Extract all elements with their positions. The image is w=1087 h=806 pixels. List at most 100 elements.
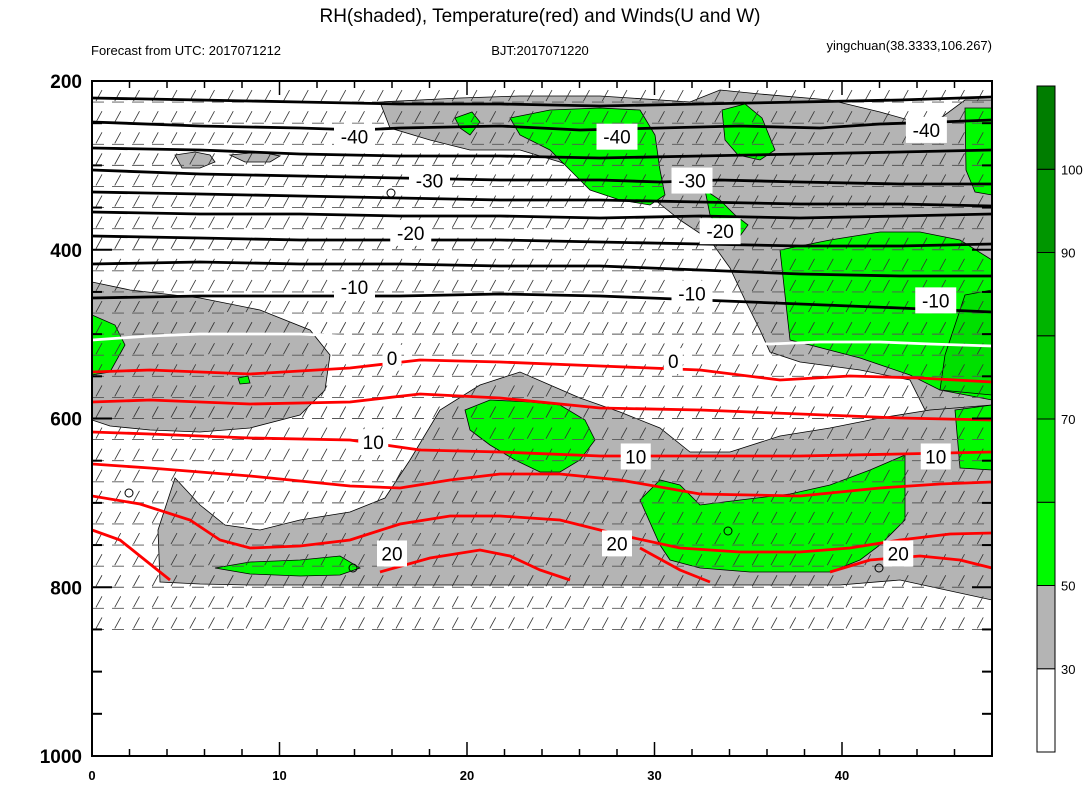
wind-barb [489, 89, 497, 102]
wind-barb [808, 532, 815, 545]
wind-barb [283, 153, 290, 165]
wind-barb [376, 300, 384, 313]
wind-barb [976, 89, 984, 102]
temperature-contour-minus-25 [92, 190, 992, 208]
wind-barb [470, 575, 478, 587]
wind-barb [789, 110, 797, 123]
wind-barb [583, 279, 590, 292]
wind-barb [95, 596, 103, 608]
wind-barb [564, 110, 572, 123]
temperature-contour-10 [92, 392, 992, 422]
wind-barb [114, 343, 122, 355]
wind-barb [395, 132, 403, 144]
wind-barb [658, 596, 665, 608]
wind-barb [751, 617, 759, 629]
wind-barb [845, 596, 853, 608]
wind-barb [226, 174, 234, 186]
wind-barb [283, 216, 290, 228]
wind-barb [996, 407, 1002, 418]
wind-barb [208, 279, 215, 292]
contour-label-box [334, 273, 375, 300]
wind-barb [189, 490, 197, 503]
wind-barb [508, 427, 515, 439]
wind-barb [95, 617, 103, 629]
wind-barb [508, 553, 515, 566]
wind-barb [470, 490, 478, 503]
wind-barb [845, 153, 853, 165]
wind-barb [733, 511, 740, 524]
wind-barb [883, 427, 890, 439]
wind-barb [808, 469, 815, 481]
temperature-contour-20 [92, 462, 992, 498]
wind-barb [976, 532, 984, 545]
wind-barb [901, 385, 909, 397]
wind-barb [433, 216, 440, 228]
wind-barb [208, 448, 215, 460]
wind-barb [526, 216, 534, 228]
wind-barb [208, 617, 215, 629]
wind-barb [283, 511, 290, 524]
wind-barb [245, 532, 253, 545]
wind-barb [264, 490, 272, 503]
wind-barb [564, 553, 572, 566]
wind-barb [301, 385, 309, 397]
wind-barb [189, 575, 197, 587]
wind-barb [789, 617, 797, 629]
wind-barb [151, 469, 159, 481]
wind-barb [95, 174, 103, 186]
wind-barb [996, 280, 1002, 291]
wind-barb [658, 132, 665, 144]
wind-barb [470, 553, 478, 566]
wind-barb [939, 469, 947, 481]
wind-barb [545, 321, 553, 334]
wind-barb [320, 490, 328, 503]
wind-barb [901, 110, 909, 123]
wind-barb [583, 110, 590, 123]
wind-barb [414, 427, 422, 439]
wind-barb [751, 321, 759, 334]
wind-barb [733, 469, 740, 481]
wind-barb [264, 511, 272, 524]
wind-barb [939, 427, 947, 439]
wind-barb [264, 279, 272, 292]
wind-barb [883, 258, 890, 271]
wind-barb [545, 385, 553, 397]
wind-barb [245, 617, 253, 629]
wind-barb [358, 321, 365, 334]
wind-barb [151, 132, 159, 144]
wind-barb [95, 511, 103, 524]
wind-barb [170, 300, 178, 313]
wind-barb [114, 110, 122, 123]
wind-barb [583, 89, 590, 102]
wind-barb [189, 364, 197, 376]
wind-barb [451, 300, 459, 313]
wind-barb [358, 617, 365, 629]
wind-barb [208, 132, 215, 144]
temperature-contour-minus-5 [92, 292, 992, 314]
wind-barb [133, 532, 140, 545]
wind-barb [245, 596, 253, 608]
wind-barb [751, 596, 759, 608]
wind-barb [826, 132, 834, 144]
wind-barb [470, 406, 478, 418]
wind-barb [283, 553, 290, 566]
wind-barb [751, 575, 759, 587]
wind-barb [676, 469, 684, 481]
wind-barb [676, 321, 684, 334]
wind-barb [958, 216, 965, 228]
x-tick-label: 0 [88, 768, 95, 783]
wind-barb [564, 89, 572, 102]
wind-barb [545, 153, 553, 165]
wind-barb [864, 216, 872, 228]
wind-barb [114, 237, 122, 249]
wind-barb [170, 110, 178, 123]
wind-barb [433, 321, 440, 334]
wind-barb [583, 532, 590, 545]
wind-barb [939, 617, 947, 629]
wind-barb [358, 343, 365, 355]
temperature-contour-30-d [639, 546, 711, 584]
wind-barb [358, 553, 365, 566]
wind-barb [883, 343, 890, 355]
wind-barb [658, 511, 665, 524]
wind-barb [170, 195, 178, 207]
